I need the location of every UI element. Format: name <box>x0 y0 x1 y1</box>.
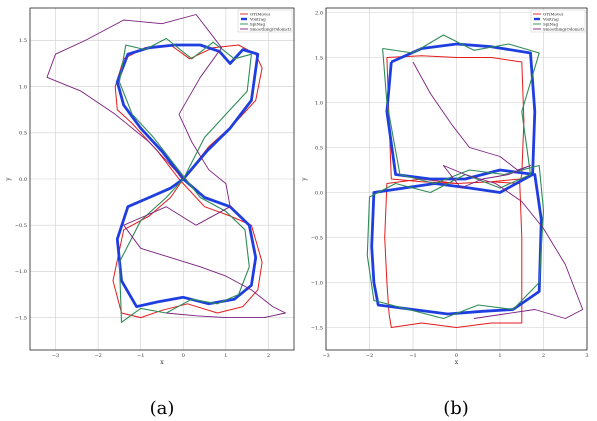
x-tick-label: 2 <box>267 353 270 359</box>
legend-entry: Voxtrag <box>249 16 266 21</box>
y-axis-label: y <box>301 177 308 182</box>
chart-panel-a: −3 −2 −1 0 1 2 1.5 1.0 0.5 0.0 −0.5 −1.0 −1.5 x y GT(Mo… <box>5 7 295 419</box>
y-tick-label: 0.5 <box>315 145 323 151</box>
y-tick-label: −0.5 <box>15 223 27 229</box>
legend-entry: Smoothing(Odomst) <box>250 26 291 31</box>
y-tick-label: 0.0 <box>19 177 27 183</box>
y-axis-label: y <box>5 177 12 182</box>
series-line-spinag <box>118 37 252 323</box>
y-tick-label: −1.5 <box>311 325 323 331</box>
x-tick-label: 0 <box>182 353 185 359</box>
y-tick-label: 1.5 <box>19 38 27 44</box>
legend-entry: GT(Move) <box>250 11 271 16</box>
legend-entry: SpiNag <box>250 21 265 26</box>
legend-entry: SpiNag <box>543 21 558 26</box>
x-tick-label: 2 <box>542 353 545 359</box>
panel-caption: (b) <box>443 398 469 419</box>
x-tick-label: −1 <box>137 353 144 359</box>
legend-entry: Smoothing(Odomst) <box>543 26 584 31</box>
y-tick-label: 2.0 <box>315 10 323 16</box>
y-tick-label: −1.0 <box>311 280 323 286</box>
series-line-smoothing-odomst- <box>412 61 584 319</box>
y-tick-label: −1.5 <box>15 315 27 321</box>
x-tick-label: −3 <box>322 353 329 359</box>
legend-swatch <box>534 17 540 21</box>
chart-panel-b: −3 −2 −1 0 1 2 3 2.0 1.5 1.0 0.5 0.0 −0.5 −1.0 −1.5 x y G… <box>301 7 589 419</box>
x-tick-label: 0 <box>455 353 458 359</box>
x-tick-label: −2 <box>94 353 101 359</box>
legend-box <box>237 9 293 33</box>
legend-entry: GT(Move) <box>543 11 564 16</box>
x-tick-label: −3 <box>52 353 59 359</box>
x-axis-label: x <box>160 359 164 366</box>
y-tick-label: 1.0 <box>315 100 323 106</box>
legend-box <box>530 9 586 33</box>
x-tick-label: −2 <box>366 353 373 359</box>
panel-caption: (a) <box>150 398 175 419</box>
x-axis-label: x <box>455 359 459 366</box>
x-tick-label: 1 <box>224 353 227 359</box>
legend-swatch <box>241 17 247 21</box>
gridlines <box>30 8 294 350</box>
series-line-smoothing-odomst- <box>46 14 286 319</box>
series-line-spinag <box>366 34 545 320</box>
y-tick-label: −1.0 <box>15 269 27 275</box>
y-tick-label: 0.5 <box>19 131 27 137</box>
y-tick-label: −0.5 <box>311 235 323 241</box>
x-tick-label: 3 <box>585 353 588 359</box>
plot-frame <box>29 7 295 351</box>
legend-entry: Voxtrag <box>542 16 559 21</box>
x-tick-label: 1 <box>498 353 501 359</box>
y-tick-label: 0.0 <box>315 190 323 196</box>
plot-frame <box>325 7 588 351</box>
series-line-voxtrag <box>370 42 543 316</box>
series-line-voxtrag <box>115 43 260 309</box>
y-tick-label: 1.5 <box>315 55 323 61</box>
y-tick-label: 1.0 <box>19 84 27 90</box>
x-tick-label: −1 <box>409 353 416 359</box>
